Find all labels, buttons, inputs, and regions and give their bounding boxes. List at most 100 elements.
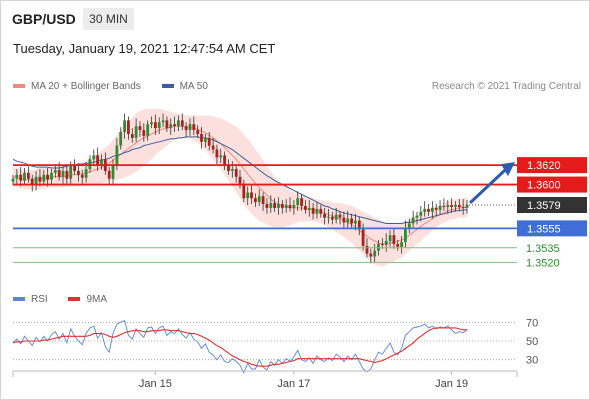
legend-item-bollinger: MA 20 + Bollinger Bands (13, 81, 141, 92)
symbol-title: GBP/USD (12, 11, 76, 27)
candles (11, 113, 469, 264)
rsi-line (12, 319, 468, 374)
candle-body (207, 137, 211, 146)
candle-body (46, 174, 49, 180)
candle-body (330, 216, 334, 220)
candle-body (61, 170, 65, 177)
candle-body (196, 130, 200, 134)
candle-body (234, 169, 238, 177)
candle-body (438, 206, 442, 210)
candle-body (415, 215, 419, 218)
legend-swatch (13, 297, 25, 302)
candle-body (454, 205, 457, 207)
candle-body (19, 174, 23, 181)
candle-body (188, 124, 192, 130)
candle-body (361, 229, 365, 246)
candle-body (211, 145, 215, 150)
candle-body (30, 178, 34, 185)
candle-body (119, 132, 123, 146)
legend-label: 9MA (86, 294, 108, 305)
candle-body (88, 159, 92, 169)
candle-body (369, 253, 373, 257)
candle-body (34, 176, 38, 185)
candle-body (92, 155, 96, 160)
forecast-arrow-head (501, 162, 515, 177)
legend-label: MA 50 (179, 81, 208, 92)
candle-body (219, 155, 223, 158)
forecast-arrow-shaft (469, 168, 507, 204)
candle-body (53, 170, 57, 173)
candle-body (381, 243, 384, 245)
level-label: 1.3600 (527, 180, 561, 192)
candle-body (292, 205, 296, 208)
candle-body (127, 120, 130, 134)
candle-body (442, 206, 446, 207)
candle-body (377, 243, 380, 251)
legend-label: MA 20 + Bollinger Bands (31, 81, 141, 92)
level-tag (517, 176, 587, 193)
legend-label: RSI (31, 294, 48, 305)
copyright-text: Research © 2021 Trading Central (431, 81, 581, 92)
candle-body (230, 169, 234, 171)
candle-body (250, 192, 253, 199)
candle-body (173, 124, 176, 127)
candle-body (115, 145, 119, 166)
candle-body (450, 205, 453, 207)
candle-body (146, 124, 150, 136)
candle-body (227, 165, 230, 171)
candle-body (407, 223, 411, 229)
candle-body (388, 235, 392, 241)
candle-body (38, 176, 42, 182)
candle-body (365, 245, 369, 254)
candle-body (446, 205, 450, 207)
candle-body (215, 149, 219, 158)
candle-body (269, 203, 273, 208)
candle-body (134, 126, 138, 138)
rsi-ma-line (12, 327, 467, 367)
level-label: 1.3620 (527, 160, 561, 172)
candle-body (431, 207, 434, 212)
candle-body (142, 130, 146, 136)
candle-body (384, 241, 388, 245)
candle-body (238, 176, 242, 184)
candle-body (96, 155, 99, 166)
candle-body (338, 214, 342, 218)
legend-item-rsi-ma: 9MA (68, 294, 107, 305)
candle-body (319, 208, 323, 214)
candle-body (327, 216, 330, 218)
candle-body (311, 207, 315, 214)
candle-body (69, 165, 73, 179)
candle-body (300, 198, 303, 206)
rsi-tick-label: 30 (526, 355, 538, 367)
candle-body (357, 220, 361, 230)
legend-item-ma50: MA 50 (161, 81, 208, 92)
candle-body (254, 198, 257, 203)
candle-body (461, 206, 465, 208)
x-tick-label: Jan 15 (139, 378, 172, 390)
candle-body (77, 170, 80, 175)
candle-body (65, 170, 69, 179)
candle-body (457, 205, 461, 207)
candle-body (323, 213, 326, 218)
candle-body (404, 228, 407, 242)
candle-body (350, 218, 353, 224)
candle-body (169, 124, 173, 129)
candle-body (57, 170, 61, 177)
current-price-tag (517, 197, 587, 213)
level-tag (517, 220, 587, 237)
candle-body (273, 203, 276, 208)
candle-body (400, 242, 403, 247)
candle-body (465, 205, 469, 208)
timestamp: Tuesday, January 19, 2021 12:47:54 AM CE… (13, 41, 276, 56)
candle-body (200, 134, 203, 142)
candle-body (242, 183, 246, 199)
candle-body (284, 205, 288, 208)
candle-body (280, 204, 284, 208)
x-tick-label: Jan 17 (277, 378, 310, 390)
current-price-label: 1.3579 (527, 200, 561, 212)
candle-body (80, 174, 84, 178)
candle-body (246, 192, 250, 199)
candle-body (288, 205, 292, 208)
timeframe-button[interactable]: 30 MIN (83, 8, 134, 30)
candle-body (23, 172, 26, 181)
